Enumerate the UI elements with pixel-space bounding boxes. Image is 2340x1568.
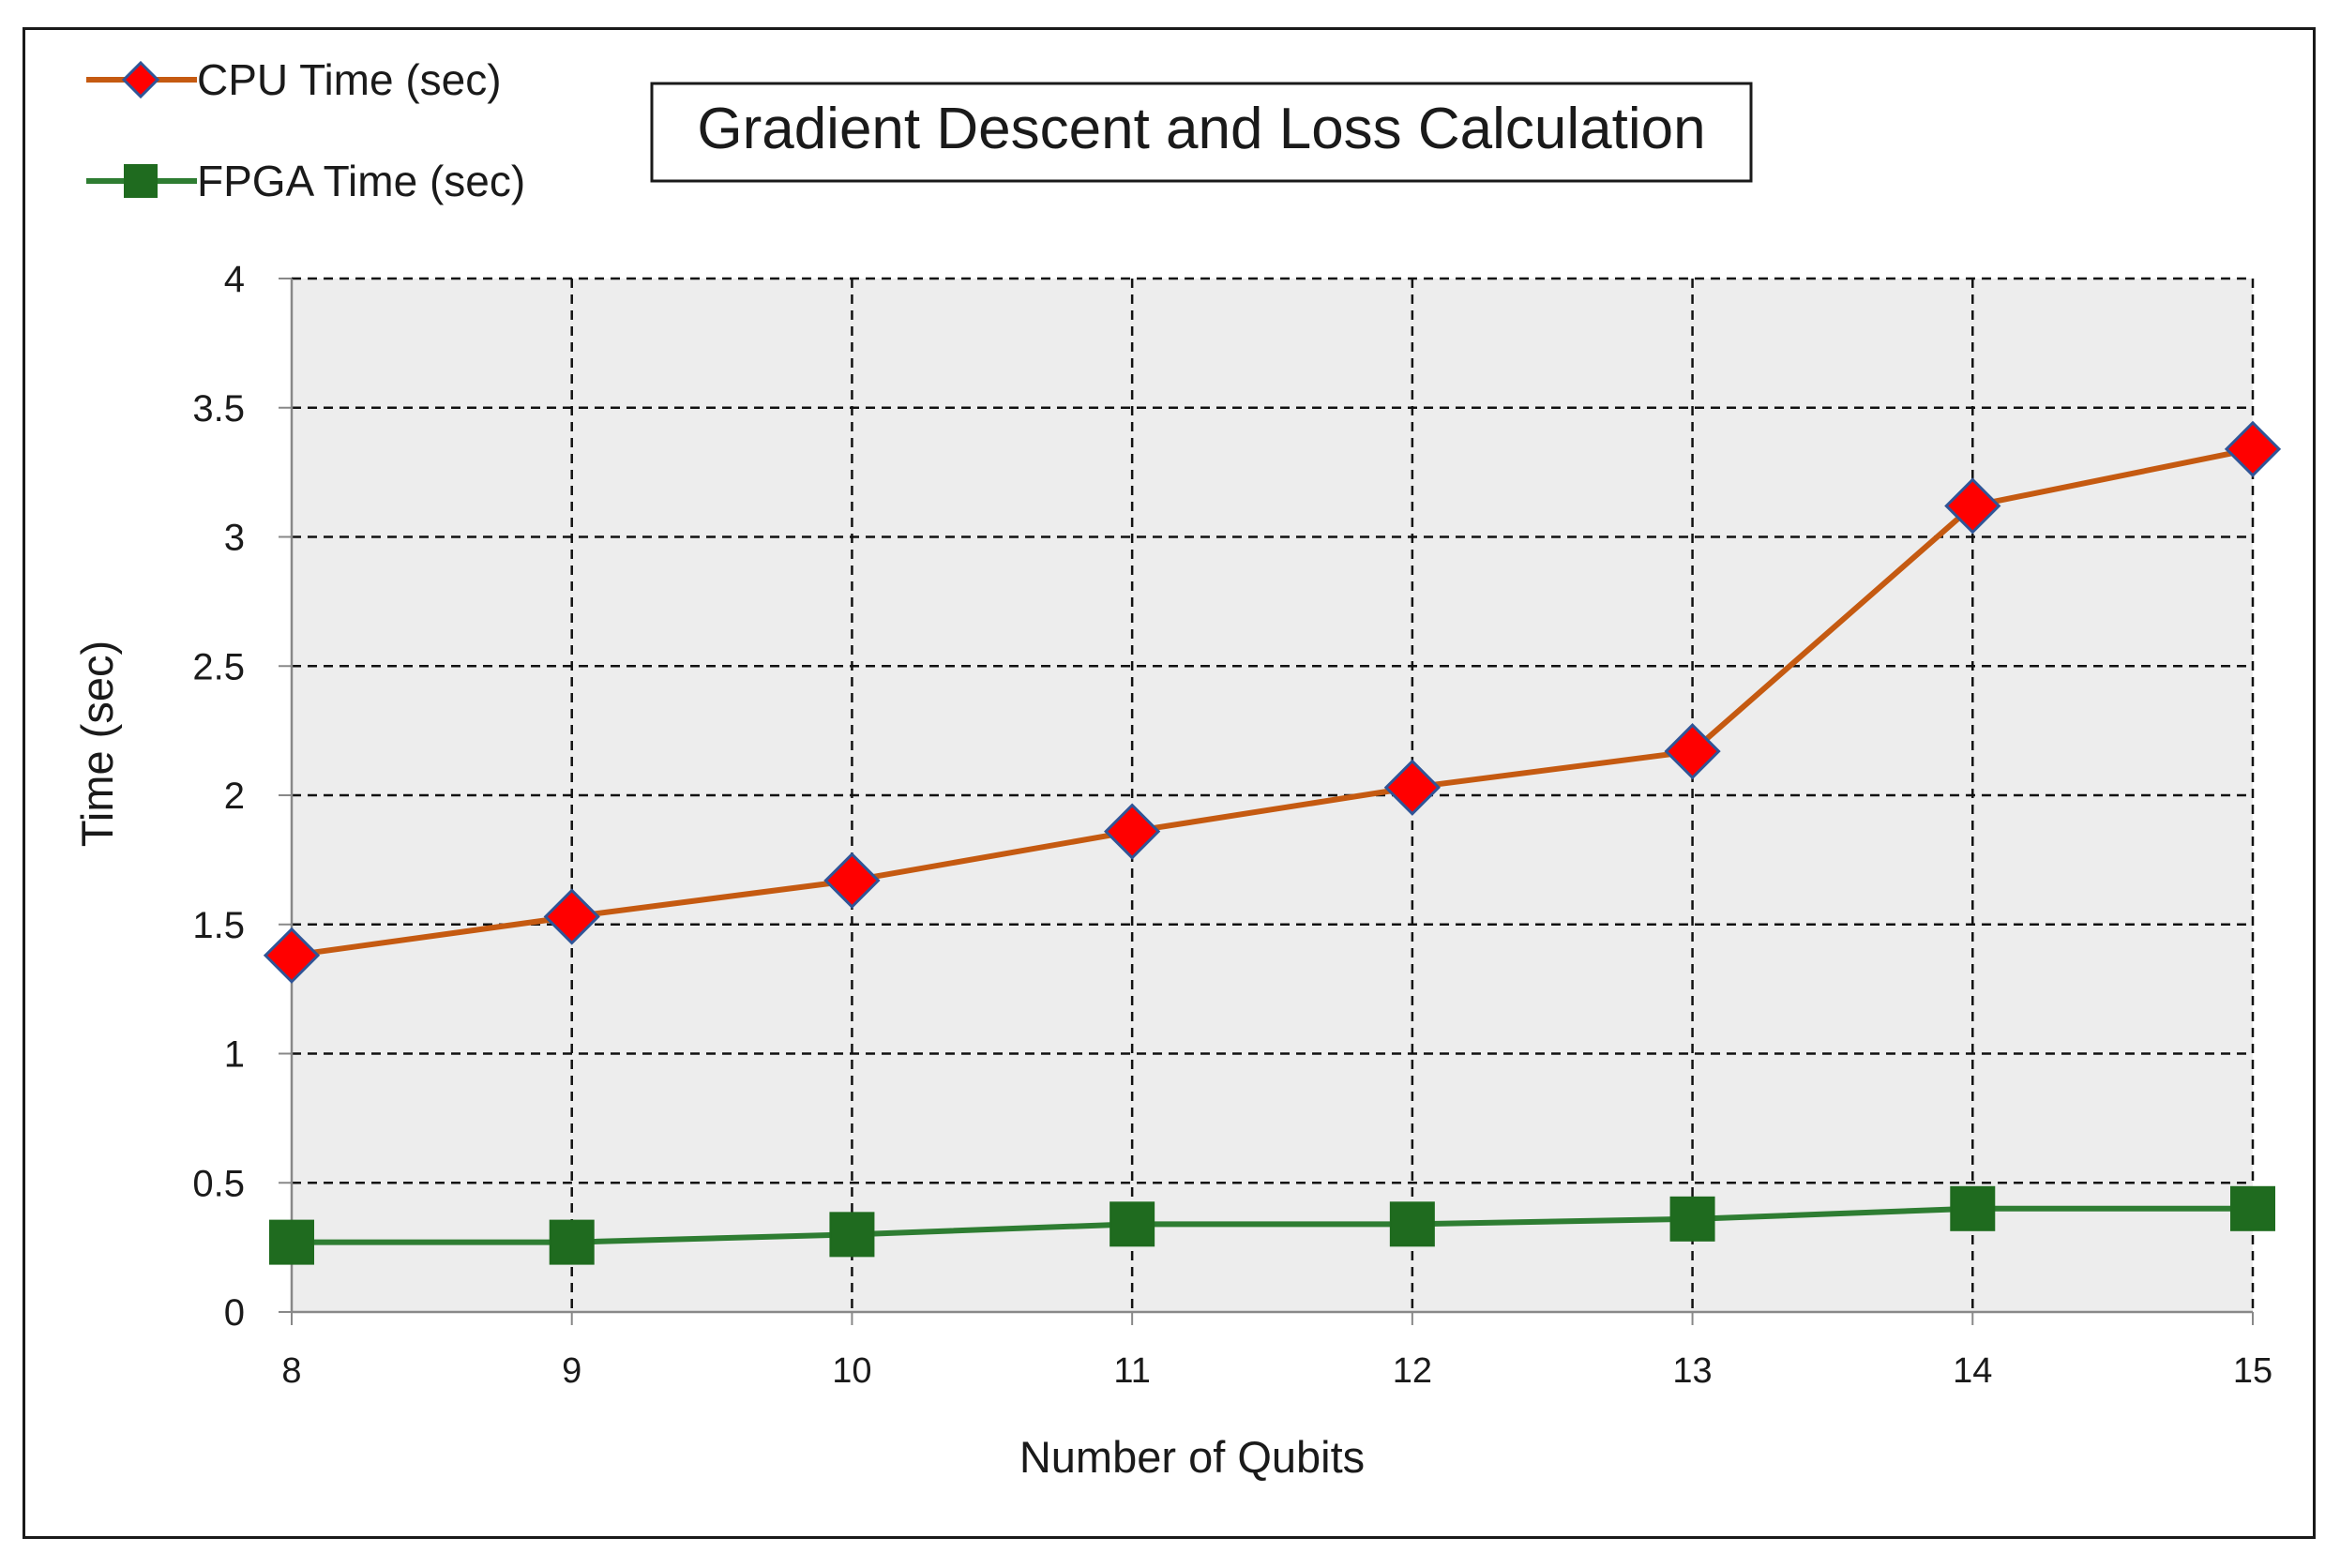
- x-axis-title: Number of Qubits: [1019, 1432, 1365, 1482]
- legend: CPU Time (sec) FPGA Time (sec): [86, 55, 525, 205]
- x-tick-label: 11: [1113, 1351, 1150, 1391]
- data-point: [1950, 1185, 1996, 1231]
- chart-title-box: [650, 82, 1753, 183]
- data-point: [1104, 803, 1161, 860]
- legend-item: CPU Time (sec): [86, 55, 502, 104]
- x-tick-label: 9: [562, 1351, 581, 1391]
- y-tick-label: 3.5: [192, 388, 245, 430]
- series-layer: [263, 420, 2282, 1265]
- legend-item: FPGA Time (sec): [86, 157, 525, 205]
- y-tick-label: 0.5: [192, 1163, 245, 1204]
- data-point: [1944, 477, 2001, 535]
- data-point: [1110, 1201, 1155, 1247]
- series-line: [292, 1205, 2253, 1245]
- legend-marker: [121, 60, 160, 99]
- x-tick-label: 13: [1672, 1351, 1712, 1391]
- data-point: [543, 888, 600, 945]
- x-tick-label: 8: [281, 1351, 301, 1391]
- axes: 0 0.5 1 1.5 2 2.5 3 3.5 4 8 9 10 11 12 13 14 15: [192, 259, 2272, 1391]
- series-line: [291, 445, 2254, 958]
- data-point: [2224, 420, 2282, 477]
- data-point: [1669, 1196, 1715, 1242]
- series-fpga: [269, 1185, 2275, 1265]
- y-tick-label: 4: [224, 259, 245, 300]
- legend-label: FPGA Time (sec): [197, 157, 525, 205]
- data-point: [1389, 1201, 1435, 1247]
- x-tick-label: 14: [1953, 1351, 1992, 1391]
- data-point: [1383, 759, 1441, 816]
- legend-marker: [124, 164, 158, 198]
- data-point: [829, 1212, 875, 1258]
- data-point: [263, 927, 321, 984]
- series-cpu: [263, 420, 2282, 984]
- data-point: [549, 1219, 595, 1265]
- y-tick-label: 2: [224, 776, 245, 817]
- legend-label: CPU Time (sec): [197, 55, 502, 104]
- x-tick-label: 12: [1393, 1351, 1432, 1391]
- x-tick-label: 10: [832, 1351, 871, 1391]
- y-tick-label: 1: [224, 1034, 245, 1076]
- data-point: [2230, 1185, 2275, 1231]
- data-point: [1664, 723, 1721, 780]
- x-tick-label: 15: [2233, 1351, 2272, 1391]
- y-axis-title: Time (sec): [72, 641, 122, 847]
- data-point: [823, 852, 881, 910]
- y-tick-label: 1.5: [192, 905, 245, 946]
- data-point: [269, 1219, 314, 1265]
- y-tick-label: 0: [224, 1292, 245, 1334]
- y-tick-label: 3: [224, 518, 245, 559]
- chart-title: Gradient Descent and Loss Calculation: [697, 97, 1705, 161]
- y-tick-label: 2.5: [192, 646, 245, 687]
